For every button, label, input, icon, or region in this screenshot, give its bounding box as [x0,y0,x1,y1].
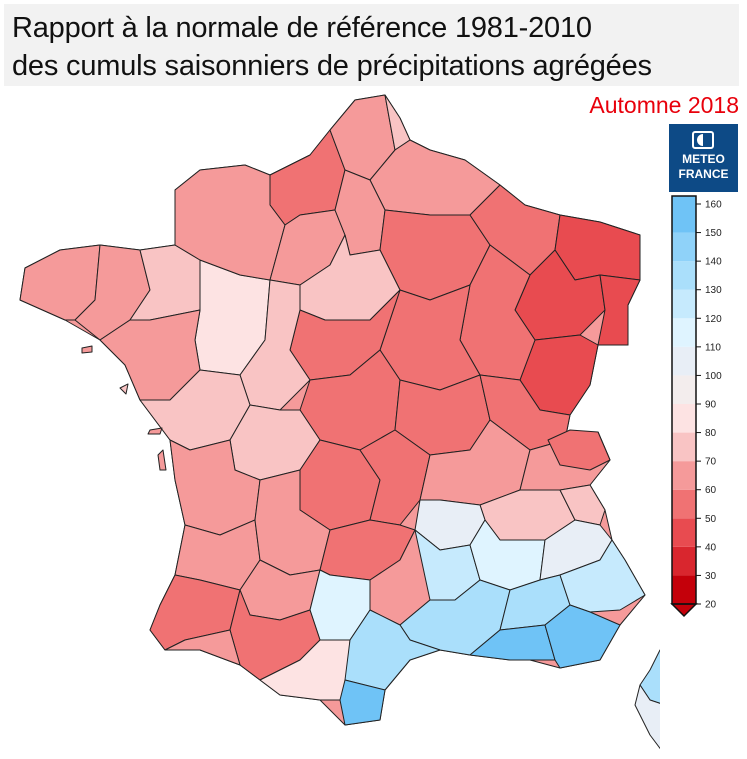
legend-tick-label: 80 [705,428,717,439]
region-gers [229,589,321,681]
region-pyrenees-orientales [339,679,386,726]
legend-band [672,546,696,576]
legend-tick-label: 50 [705,514,717,525]
legend-tick-label: 90 [705,400,717,411]
legend-band [672,261,696,290]
region-pyrenees-atlantiques [164,629,241,666]
france-precipitation-map [19,94,660,750]
legend-band [672,232,696,262]
legend-tick-label: 40 [705,542,717,553]
legend-band [672,518,696,547]
legend-band [672,318,696,347]
legend-band [672,196,696,233]
region-haute-corse [639,649,660,704]
legend-tick-label: 30 [705,571,717,582]
island-re [147,427,163,435]
region-haute-savoie [547,429,611,471]
region-loire-atlantique [99,309,201,401]
island-belle-ile [81,345,93,354]
color-scale-legend: 20 30 40 50 60 70 80 90 100 110 120 130 140 150 160 [670,195,722,618]
legend-band [672,375,696,404]
legend-band [672,346,696,376]
legend-band [672,461,696,490]
legend-tick-label: 20 [705,600,717,611]
logo-text-france: FRANCE [678,167,729,181]
legend-tick-label: 70 [705,457,717,468]
meteo-france-logo: METEO FRANCE [669,124,738,192]
region-var [544,604,621,669]
island-oleron [157,449,167,471]
region-savoie [559,484,606,526]
meteo-france-logo-icon [692,131,714,149]
legend-tick-label: 60 [705,485,717,496]
legend-tick-label: 150 [705,228,722,239]
legend-band [672,404,696,433]
season-label: Automne 2018 [589,92,739,118]
legend-band [672,432,696,462]
legend-tick-label: 140 [705,257,722,268]
region-bas-rhin [597,274,641,346]
legend-band [672,575,696,604]
legend-tick-label: 100 [705,371,722,382]
legend-band [672,289,696,319]
region-puy-de-dome [359,429,431,526]
title-panel: Rapport à la normale de référence 1981-2… [4,4,739,86]
legend-arrow [670,603,698,618]
logo-text-meteo: METEO [682,152,725,166]
legend-tick-label: 130 [705,285,722,296]
legend-tick-label: 160 [705,200,722,211]
legend-frame [671,195,697,605]
title-line-2: des cumuls saisonniers de précipitations… [12,50,652,82]
island-noirmoutier [119,383,129,395]
legend-tick-label: 110 [705,342,721,353]
legend-band [672,489,696,519]
legend-tick-label: 120 [705,314,722,325]
region-corse-du-sud [634,684,660,750]
title-line-1: Rapport à la normale de référence 1981-2… [12,12,592,44]
